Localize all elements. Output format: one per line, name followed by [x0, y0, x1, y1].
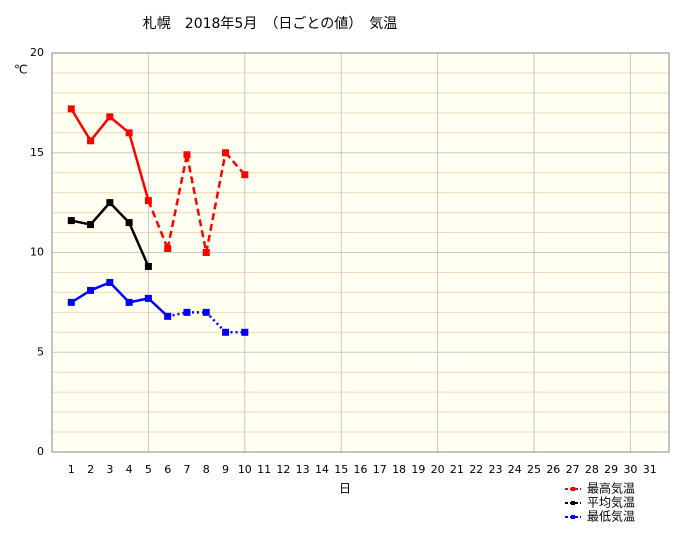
point	[106, 199, 114, 207]
chart-title: 札幌 2018年5月 （日ごとの値） 気温	[143, 16, 397, 32]
x-tick-label: 23	[488, 463, 502, 476]
point	[106, 278, 114, 286]
legend-label: 最低気温	[587, 509, 635, 524]
legend-swatch	[571, 487, 575, 491]
x-tick-label: 14	[315, 463, 329, 476]
y-tick-label: 0	[37, 445, 44, 458]
line-segment	[70, 108, 92, 142]
point	[241, 171, 249, 179]
point	[222, 328, 230, 336]
line-segment	[89, 116, 111, 142]
x-tick-label: 19	[411, 463, 425, 476]
point	[202, 308, 210, 316]
x-tick-label: 4	[126, 463, 133, 476]
line-segment	[127, 132, 150, 201]
x-tick-label: 24	[508, 463, 522, 476]
x-tick-label: 8	[203, 463, 210, 476]
point	[125, 129, 133, 137]
x-tick-label: 13	[296, 463, 310, 476]
x-tick-label: 9	[222, 463, 229, 476]
point	[87, 137, 95, 145]
x-tick-label: 27	[566, 463, 580, 476]
point	[241, 328, 249, 336]
point	[222, 149, 230, 157]
point	[202, 249, 210, 256]
x-tick-label: 3	[106, 463, 113, 476]
x-tick-label: 7	[183, 463, 190, 476]
point	[87, 221, 95, 229]
point	[125, 219, 133, 227]
x-tick-label: 22	[469, 463, 483, 476]
legend-swatch	[571, 501, 575, 505]
point	[125, 298, 133, 306]
point	[106, 113, 114, 121]
line-segment	[147, 200, 169, 249]
x-tick-label: 21	[450, 463, 464, 476]
x-tick-label: 18	[392, 463, 406, 476]
x-tick-label: 16	[354, 463, 368, 476]
x-tick-label: 1	[68, 463, 75, 476]
x-tick-label: 15	[334, 463, 348, 476]
point	[144, 262, 152, 270]
legend-label: 最高気温	[587, 481, 635, 496]
point	[144, 294, 152, 302]
line-segment	[224, 151, 246, 176]
line-segment	[205, 152, 227, 253]
point	[67, 105, 75, 113]
x-axis-label: 日	[339, 482, 351, 496]
point	[183, 151, 191, 159]
x-tick-label: 31	[643, 463, 657, 476]
point	[164, 245, 172, 253]
x-tick-label: 25	[527, 463, 541, 476]
y-tick-label: 20	[30, 46, 44, 59]
x-tick-label: 5	[145, 463, 152, 476]
point	[183, 308, 191, 316]
x-tick-label: 17	[373, 463, 387, 476]
x-tick-label: 30	[623, 463, 637, 476]
y-tick-label: 5	[37, 345, 44, 358]
legend-label: 平均気温	[587, 495, 635, 510]
point	[87, 286, 95, 294]
x-tick-label: 29	[604, 463, 618, 476]
point	[67, 298, 75, 306]
point	[144, 197, 152, 205]
y-tick-label: 10	[30, 246, 44, 259]
x-tick-label: 6	[164, 463, 171, 476]
y-tick-label: 15	[30, 146, 44, 159]
y-axis-label: ℃	[14, 63, 27, 77]
line-segment	[185, 154, 208, 253]
line-segment	[127, 222, 150, 267]
plot-border	[51, 52, 670, 453]
point	[67, 217, 75, 225]
x-tick-label: 26	[546, 463, 560, 476]
legend-swatch	[571, 515, 575, 519]
line-segment	[89, 201, 111, 226]
x-tick-label: 20	[431, 463, 445, 476]
x-tick-label: 28	[585, 463, 599, 476]
x-tick-label: 2	[87, 463, 94, 476]
x-tick-label: 10	[238, 463, 252, 476]
point	[164, 312, 172, 320]
x-tick-label: 11	[257, 463, 271, 476]
x-tick-label: 12	[276, 463, 290, 476]
line-segment	[166, 154, 189, 249]
